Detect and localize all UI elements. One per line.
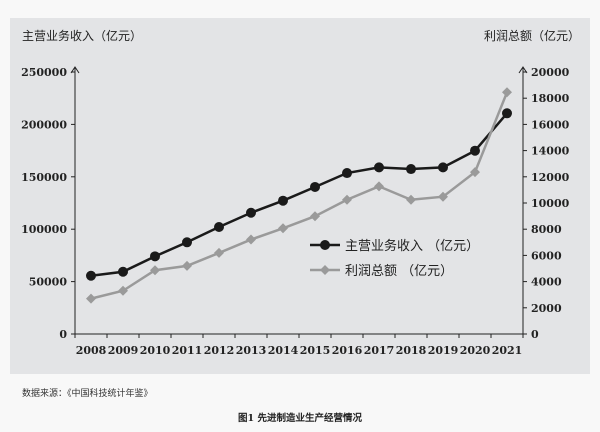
legend-label: 利润总额 （亿元）	[345, 264, 453, 279]
left-tick-label: 0	[59, 328, 67, 341]
x-tick-label: 2011	[172, 344, 203, 357]
x-tick-label: 2015	[300, 344, 331, 357]
data-point	[310, 211, 320, 222]
data-point	[214, 247, 224, 258]
left-axis-title: 主营业务收入（亿元）	[22, 28, 142, 43]
data-point	[278, 223, 288, 234]
figure-caption: 图1 先进制造业生产经营情况	[238, 413, 362, 424]
x-tick-label: 2013	[236, 344, 267, 357]
data-point	[374, 181, 384, 192]
series-line-1	[90, 91, 509, 300]
data-point	[438, 162, 448, 173]
right-tick-label: 0	[531, 328, 539, 341]
x-tick-label: 2009	[108, 344, 139, 357]
data-point	[278, 195, 288, 206]
left-tick-label: 150000	[21, 171, 67, 184]
right-tick-label: 2000	[531, 302, 562, 315]
data-point	[310, 181, 320, 192]
data-point	[150, 251, 160, 262]
left-tick-label: 200000	[21, 118, 67, 131]
x-tick-label: 2019	[428, 344, 459, 357]
data-point	[118, 285, 128, 296]
x-tick-label: 2014	[268, 344, 299, 357]
data-point	[406, 194, 416, 205]
right-tick-label: 12000	[531, 171, 570, 184]
data-point	[342, 194, 352, 205]
data-point	[150, 265, 160, 276]
x-tick-label: 2017	[364, 344, 395, 357]
data-point	[374, 162, 384, 173]
data-point	[86, 270, 96, 281]
x-tick-label: 2016	[332, 344, 363, 357]
x-tick-label: 2018	[396, 344, 427, 357]
left-tick-label: 100000	[21, 223, 67, 236]
data-point	[182, 260, 192, 271]
right-tick-label: 8000	[531, 223, 562, 236]
right-tick-label: 6000	[531, 249, 562, 262]
right-axis-arrow	[518, 66, 528, 74]
data-point	[438, 191, 448, 202]
right-tick-label: 18000	[531, 92, 570, 105]
data-point	[502, 108, 512, 119]
data-point	[214, 221, 224, 232]
data-point	[86, 293, 96, 304]
right-tick-label: 20000	[531, 66, 570, 79]
right-tick-label: 14000	[531, 145, 570, 158]
chart-panel	[10, 18, 590, 374]
right-tick-label: 4000	[531, 276, 562, 289]
legend-marker	[320, 240, 330, 250]
data-point	[246, 207, 256, 218]
data-point	[118, 266, 128, 277]
series-line-0	[90, 112, 508, 277]
right-tick-label: 10000	[531, 197, 570, 210]
data-point	[342, 168, 352, 179]
x-tick-label: 2008	[76, 344, 107, 357]
data-point	[182, 237, 192, 248]
legend-label: 主营业务收入 （亿元）	[345, 238, 479, 254]
x-tick-label: 2012	[204, 344, 235, 357]
data-point	[246, 234, 256, 245]
data-point	[406, 164, 416, 175]
x-tick-label: 2020	[460, 344, 491, 357]
right-axis-title: 利润总额（亿元）	[484, 28, 580, 43]
data-source: 数据来源：《中国科技统计年鉴》	[22, 389, 153, 399]
data-point	[502, 87, 512, 98]
left-axis-arrow	[70, 66, 80, 74]
left-tick-label: 50000	[29, 276, 68, 289]
data-point	[470, 145, 480, 156]
right-tick-label: 16000	[531, 118, 570, 131]
legend-marker	[320, 265, 330, 275]
data-point	[470, 167, 480, 178]
x-tick-label: 2021	[492, 344, 523, 357]
x-tick-label: 2010	[140, 344, 171, 357]
left-tick-label: 250000	[21, 66, 67, 79]
